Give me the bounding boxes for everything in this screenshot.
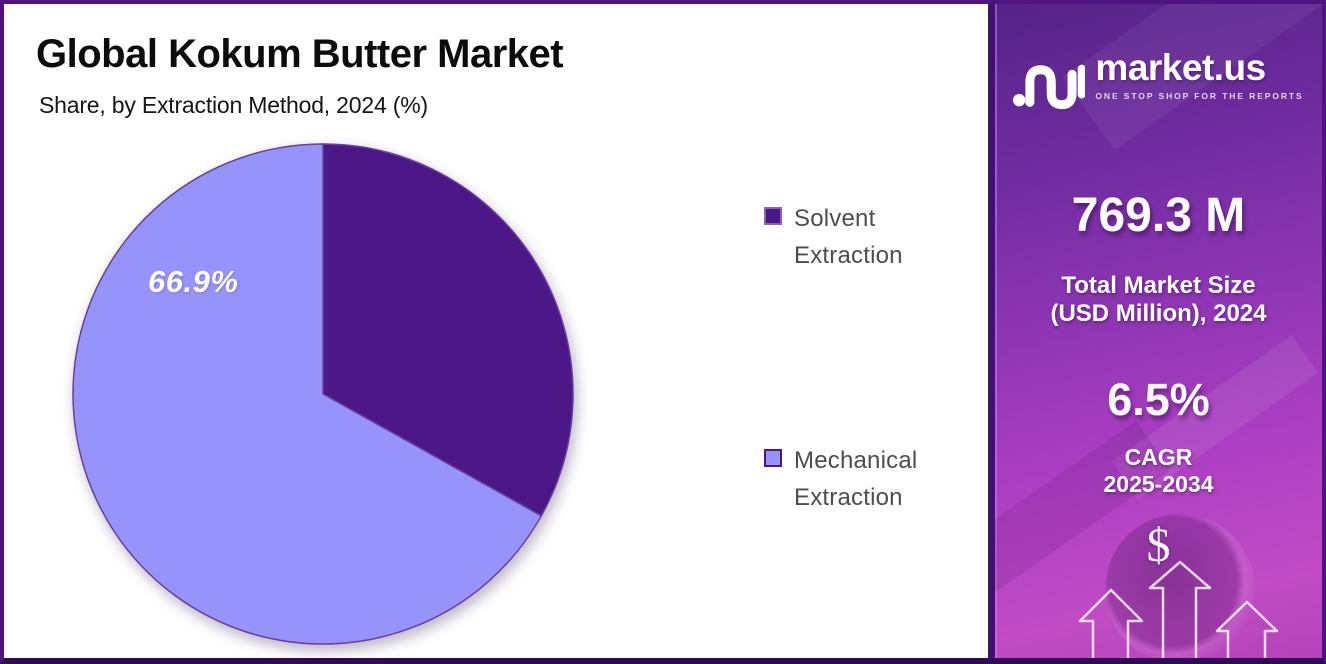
cagr-label: CAGR [1124, 444, 1193, 470]
brand-logo: market.us ONE STOP SHOP FOR THE REPORTS [995, 48, 1322, 112]
total-market-size-label-line1: Total Market Size [1061, 272, 1256, 299]
pie-slice-solvent-extraction [322, 143, 574, 517]
pie-chart [69, 140, 577, 648]
legend-label-solvent: Solvent Extraction [794, 205, 903, 269]
chart-panel: Global Kokum Butter Market Share, by Ext… [4, 4, 988, 658]
pie-slice-mechanical-extraction [72, 143, 543, 645]
total-market-size-label: Total Market Size (USD Million), 2024 [995, 272, 1322, 328]
brand-text-block: market.us ONE STOP SHOP FOR THE REPORTS [1095, 47, 1304, 102]
total-market-size-label-line2: (USD Million), 2024 [1050, 300, 1267, 327]
cagr-period: 2025-2034 [1103, 471, 1214, 497]
growth-arrows-icon [1078, 560, 1279, 658]
chart-subtitle: Share, by Extraction Method, 2024 (%) [39, 92, 428, 118]
page-title: Global Kokum Butter Market [36, 32, 564, 76]
dollar-icon: $ [1146, 519, 1171, 572]
brand-sidebar: market.us ONE STOP SHOP FOR THE REPORTS … [988, 4, 1322, 658]
sidebar-decor-cup [1105, 514, 1255, 658]
cagr-label-block: CAGR 2025-2034 [995, 444, 1322, 498]
legend-swatch-mechanical-icon [764, 449, 782, 467]
legend-label-mechanical: Mechanical Extraction [794, 447, 918, 511]
marketus-logo-icon [1013, 64, 1086, 110]
legend-item-solvent-extraction: Solvent Extraction [764, 200, 954, 274]
total-market-size-value: 769.3 M [1071, 189, 1246, 242]
cagr-value: 6.5% [1107, 374, 1210, 425]
brand-tagline: ONE STOP SHOP FOR THE REPORTS [1095, 91, 1304, 101]
pie-slice-label-mechanical: 66.9% [148, 264, 239, 299]
legend-item-mechanical-extraction: Mechanical Extraction [764, 442, 954, 516]
brand-name: market.us [1095, 47, 1266, 88]
legend-swatch-solvent-icon [764, 207, 782, 225]
pie-chart-svg [72, 143, 574, 645]
